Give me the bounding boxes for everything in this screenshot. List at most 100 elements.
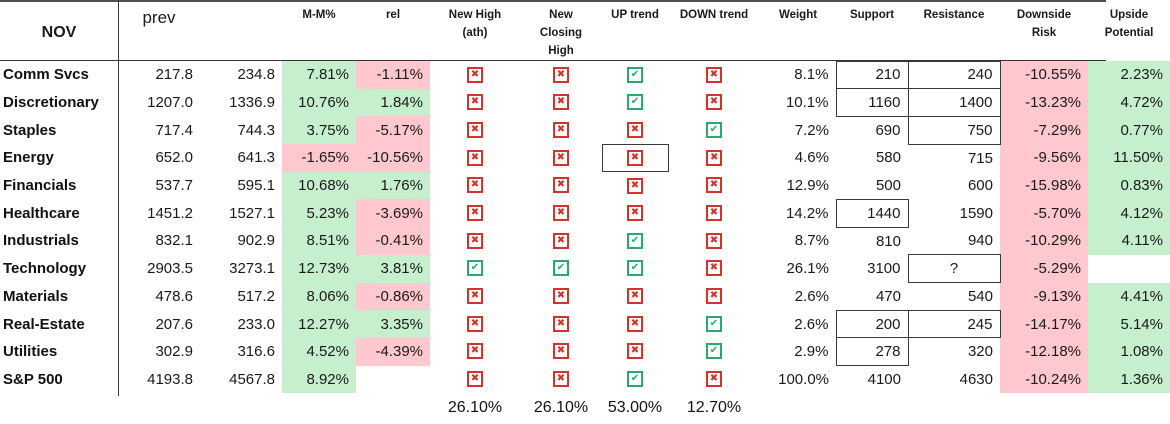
cell-sector-name[interactable]: Financials — [3, 177, 77, 195]
cell-weight[interactable]: 7.2% — [794, 121, 829, 139]
cell-sector-name[interactable]: Energy — [3, 149, 54, 167]
cell-new-high-flag[interactable]: ✖ — [430, 61, 520, 89]
cell-new-closing-high-flag[interactable]: ✖ — [520, 144, 602, 172]
cell-upside-potential[interactable]: 4.12% — [1088, 199, 1170, 228]
summary-down-trend-percent[interactable]: 12.70% — [686, 399, 742, 417]
cell-down-trend-flag[interactable]: ✔ — [668, 116, 760, 144]
cell-support[interactable]: 690 — [875, 121, 901, 139]
cell-new-closing-high-flag[interactable]: ✔ — [520, 255, 602, 283]
cell-downside-risk[interactable]: -9.13% — [1000, 282, 1088, 311]
cell-new-closing-high-flag[interactable]: ✖ — [520, 199, 602, 227]
cell-mm-percent[interactable]: 10.68% — [282, 171, 356, 200]
col-header-prev[interactable]: prev — [142, 8, 176, 27]
cell-down-trend-flag[interactable]: ✖ — [668, 366, 760, 394]
cell-support[interactable]: 470 — [875, 287, 901, 305]
cell-support[interactable]: 1440 — [835, 198, 909, 228]
cell-support[interactable]: 580 — [875, 149, 901, 167]
cell-upside-potential[interactable]: 2.23% — [1088, 61, 1170, 89]
cell-weight[interactable]: 10.1% — [785, 94, 829, 112]
cell-resistance[interactable]: 715 — [967, 149, 993, 167]
cell-current-value[interactable]: 4567.8 — [229, 370, 275, 388]
cell-new-high-flag[interactable]: ✖ — [430, 227, 520, 255]
cell-weight[interactable]: 8.1% — [794, 66, 829, 84]
cell-down-trend-flag[interactable]: ✔ — [668, 338, 760, 366]
cell-up-trend-flag[interactable]: ✖ — [602, 283, 668, 311]
cell-resistance[interactable]: 940 — [967, 232, 993, 250]
cell-downside-risk[interactable]: -13.23% — [1000, 88, 1088, 117]
cell-current-value[interactable]: 744.3 — [237, 121, 275, 139]
cell-new-closing-high-flag[interactable]: ✖ — [520, 310, 602, 338]
cell-sector-name[interactable]: Staples — [3, 121, 57, 139]
cell-current-value[interactable]: 641.3 — [237, 149, 275, 167]
cell-support[interactable]: 810 — [875, 232, 901, 250]
cell-resistance[interactable]: 750 — [907, 115, 1001, 145]
cell-current-value[interactable]: 316.6 — [237, 343, 275, 361]
cell-prev-value[interactable]: 217.8 — [155, 66, 193, 84]
cell-rel-percent[interactable]: -5.17% — [356, 116, 430, 145]
cell-up-trend-flag[interactable]: ✔ — [602, 89, 668, 117]
cell-support[interactable]: 500 — [875, 176, 901, 194]
cell-down-trend-flag[interactable]: ✖ — [668, 283, 760, 311]
cell-new-closing-high-flag[interactable]: ✖ — [520, 89, 602, 117]
cell-down-trend-flag[interactable]: ✖ — [668, 144, 760, 172]
cell-downside-risk[interactable]: -12.18% — [1000, 337, 1088, 366]
cell-new-closing-high-flag[interactable]: ✖ — [520, 61, 602, 89]
cell-prev-value[interactable]: 2903.5 — [147, 260, 193, 278]
cell-weight[interactable]: 2.6% — [794, 287, 829, 305]
cell-up-trend-flag[interactable]: ✔ — [602, 255, 668, 283]
cell-up-trend-flag[interactable]: ✖ — [602, 310, 668, 338]
cell-mm-percent[interactable]: 5.23% — [282, 199, 356, 228]
cell-resistance[interactable]: 4630 — [959, 370, 993, 388]
cell-resistance[interactable]: 1400 — [907, 88, 1001, 117]
cell-rel-percent[interactable]: -1.11% — [356, 61, 430, 89]
cell-new-closing-high-flag[interactable]: ✖ — [520, 116, 602, 144]
cell-up-trend-flag[interactable]: ✖ — [602, 199, 668, 227]
cell-mm-percent[interactable]: 7.81% — [282, 61, 356, 89]
cell-down-trend-flag[interactable]: ✖ — [668, 172, 760, 200]
cell-current-value[interactable]: 233.0 — [237, 315, 275, 333]
cell-weight[interactable]: 100.0% — [778, 370, 829, 388]
cell-mm-percent[interactable]: 12.27% — [282, 310, 356, 338]
cell-sector-name[interactable]: S&P 500 — [3, 370, 63, 388]
cell-down-trend-flag[interactable]: ✖ — [668, 61, 760, 89]
cell-rel-percent[interactable]: -4.39% — [356, 337, 430, 366]
cell-prev-value[interactable]: 652.0 — [155, 149, 193, 167]
cell-support[interactable]: 3100 — [867, 260, 901, 278]
cell-resistance[interactable]: 240 — [907, 60, 1001, 90]
cell-weight[interactable]: 12.9% — [786, 177, 829, 195]
cell-weight[interactable]: 4.6% — [794, 149, 829, 167]
cell-rel-percent[interactable]: 3.35% — [356, 310, 430, 338]
cell-sector-name[interactable]: Discretionary — [3, 94, 99, 112]
cell-new-closing-high-flag[interactable]: ✖ — [520, 227, 602, 255]
cell-sector-name[interactable]: Healthcare — [3, 204, 80, 222]
cell-weight[interactable]: 14.2% — [785, 204, 829, 222]
cell-new-high-flag[interactable]: ✖ — [430, 338, 520, 366]
cell-weight[interactable]: 8.7% — [794, 232, 829, 250]
cell-up-trend-flag[interactable]: ✔ — [602, 227, 668, 255]
cell-prev-value[interactable]: 207.6 — [155, 315, 193, 333]
cell-current-value[interactable]: 517.2 — [237, 287, 275, 305]
cell-prev-value[interactable]: 1451.2 — [147, 204, 193, 222]
cell-upside-potential[interactable]: 0.83% — [1088, 171, 1170, 200]
cell-resistance[interactable]: 245 — [907, 309, 1001, 339]
cell-weight[interactable]: 2.6% — [794, 315, 829, 333]
cell-new-high-flag[interactable]: ✖ — [430, 283, 520, 311]
cell-mm-percent[interactable]: 8.92% — [282, 365, 356, 394]
cell-upside-potential[interactable]: 1.36% — [1088, 365, 1170, 394]
cell-up-trend-flag[interactable]: ✖ — [602, 172, 668, 200]
cell-new-closing-high-flag[interactable]: ✖ — [520, 283, 602, 311]
cell-new-high-flag[interactable]: ✖ — [430, 172, 520, 200]
cell-new-high-flag[interactable]: ✖ — [430, 89, 520, 117]
cell-rel-percent[interactable] — [356, 366, 430, 394]
cell-down-trend-flag[interactable]: ✖ — [668, 89, 760, 117]
cell-up-trend-flag[interactable]: ✖ — [602, 338, 668, 366]
cell-support[interactable]: 1160 — [835, 88, 909, 117]
cell-new-high-flag[interactable]: ✖ — [430, 366, 520, 394]
col-header-mm-percent[interactable]: M-M% — [302, 9, 336, 21]
cell-prev-value[interactable]: 302.9 — [155, 343, 193, 361]
cell-downside-risk[interactable]: -14.17% — [1000, 310, 1088, 338]
cell-current-value[interactable]: 595.1 — [237, 177, 275, 195]
cell-down-trend-flag[interactable]: ✖ — [668, 199, 760, 227]
cell-downside-risk[interactable]: -9.56% — [1000, 144, 1088, 172]
summary-new-high-percent[interactable]: 26.10% — [447, 399, 503, 417]
